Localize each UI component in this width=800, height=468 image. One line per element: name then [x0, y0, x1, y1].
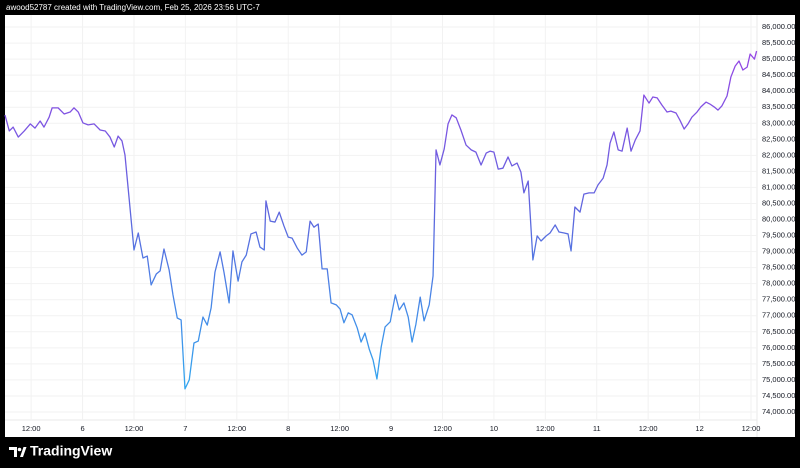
x-tick-label: 12:00	[433, 424, 452, 433]
x-tick-label: 11	[593, 424, 601, 433]
x-tick-label: 8	[286, 424, 290, 433]
logo	[9, 447, 27, 457]
x-tick-label: 12:00	[330, 424, 349, 433]
y-tick-label: 77,500.00	[762, 295, 795, 304]
x-tick-label: 12:00	[227, 424, 246, 433]
y-tick-label: 76,000.00	[762, 343, 795, 352]
x-tick-label: 12:00	[536, 424, 555, 433]
price-line	[4, 50, 758, 390]
y-tick-label: 75,000.00	[762, 375, 795, 384]
y-tick-label: 74,500.00	[762, 391, 795, 400]
x-tick-label: 12:00	[742, 424, 761, 433]
y-tick-label: 79,000.00	[762, 247, 795, 256]
header: awood52787 created with TradingView.com,…	[6, 3, 260, 12]
y-tick-label: 78,000.00	[762, 279, 795, 288]
y-tick-label: 83,000.00	[762, 118, 795, 127]
y-tick-label: 75,500.00	[762, 359, 795, 368]
x-tick-label: 12:00	[639, 424, 658, 433]
y-tick-label: 84,500.00	[762, 70, 795, 79]
chart-panel	[5, 15, 795, 437]
y-tick-label: 85,500.00	[762, 38, 795, 47]
y-tick-label: 82,000.00	[762, 150, 795, 159]
y-tick-label: 81,500.00	[762, 166, 795, 175]
y-tick-label: 76,500.00	[762, 327, 795, 336]
y-tick-label: 80,000.00	[762, 214, 795, 223]
x-tick-label: 12:00	[125, 424, 144, 433]
x-tick-label: 7	[183, 424, 187, 433]
x-tick-label: 6	[80, 424, 84, 433]
y-tick-label: 77,000.00	[762, 311, 795, 320]
y-tick-label: 80,500.00	[762, 198, 795, 207]
x-tick-label: 12	[695, 424, 703, 433]
y-tick-label: 85,000.00	[762, 54, 795, 63]
y-tick-label: 74,000.00	[762, 407, 795, 416]
brand: TradingView	[30, 443, 112, 459]
y-tick-label: 84,000.00	[762, 86, 795, 95]
y-tick-label: 83,500.00	[762, 102, 795, 111]
x-tick-label: 12:00	[22, 424, 41, 433]
x-tick-label: 9	[389, 424, 393, 433]
y-tick-label: 82,500.00	[762, 134, 795, 143]
y-tick-label: 79,500.00	[762, 231, 795, 240]
y-tick-label: 86,000.00	[762, 22, 795, 31]
x-tick-label: 10	[490, 424, 498, 433]
y-tick-label: 78,500.00	[762, 263, 795, 272]
y-tick-label: 81,000.00	[762, 182, 795, 191]
